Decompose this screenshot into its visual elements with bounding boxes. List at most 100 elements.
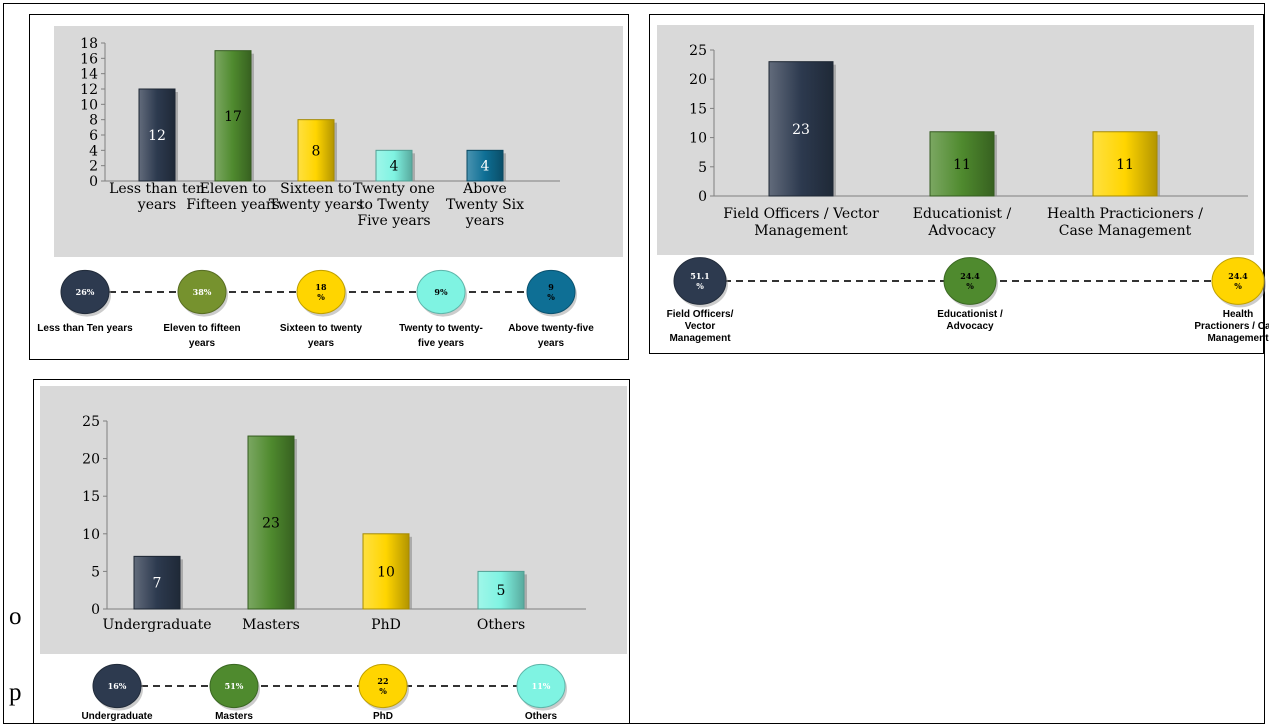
x-category-label: Less than ten years: [109, 181, 205, 213]
legend-label: Undergraduate: [81, 711, 153, 722]
x-category-label-line: Less than ten: [109, 181, 205, 197]
legend-label-line: Educationist /: [937, 309, 1003, 320]
y-tick-label: 25: [82, 414, 100, 430]
bar-data-label: 17: [224, 109, 242, 125]
legend-bubble-value: 11%: [532, 681, 551, 691]
legend-bubble-value-line: 16%: [108, 681, 127, 691]
x-category-label-line: Field Officers / Vector: [723, 206, 879, 222]
legend-label-line: Vector: [685, 321, 716, 332]
bar: [477, 570, 525, 610]
legend-bubble-value-line: 24.4: [1228, 271, 1248, 281]
stray-character-p: p: [9, 679, 22, 706]
legend-label-line: Above twenty-five: [508, 323, 594, 334]
y-tick-label: 18: [80, 36, 98, 52]
x-category-label: Sixteen to Twenty years: [269, 181, 364, 213]
legend-label-line: Practioners / Case: [1194, 321, 1269, 332]
bar: [375, 149, 413, 182]
bar-data-label: 23: [792, 122, 810, 138]
legend-bubble: [92, 663, 142, 709]
panel-experience-chart: 0 2 4 6 8 10 12 14 16 18 12 Less than ten years 17 Ele…: [29, 14, 629, 360]
bar: [929, 131, 995, 197]
x-category-label: Educationist / Advocacy: [913, 206, 1012, 239]
y-tick-label: 2: [89, 159, 98, 175]
legend-bubble: [296, 269, 346, 315]
y-tick-label: 6: [89, 128, 98, 144]
y-tick-label: 10: [689, 131, 707, 147]
x-category-label-line: Health Practicioners /: [1047, 206, 1203, 222]
legend-bubble-value: 16%: [108, 681, 127, 691]
bar-data-label: 5: [497, 583, 506, 599]
legend-label-line: years: [308, 338, 335, 349]
legend-bubble-value-line: 22: [377, 676, 388, 686]
legend-bubble-value: 22%: [377, 676, 388, 696]
legend-label: Masters: [215, 711, 253, 722]
legend-label-line: Undergraduate: [81, 711, 153, 722]
legend-label: Field Officers/Vector Management: [667, 309, 734, 344]
legend-label: PhD: [373, 711, 393, 722]
plot-area: [40, 386, 627, 654]
y-tick-label: 8: [89, 113, 98, 129]
stray-character-o: o: [9, 603, 22, 630]
legend-bubble-value-line: %: [547, 292, 555, 302]
x-category-label-line: Management: [754, 223, 848, 239]
legend-bubble-value-line: 38%: [193, 287, 212, 297]
bar-data-label: 12: [148, 128, 166, 144]
y-tick-label: 5: [91, 564, 100, 580]
legend-bubble-value: 51%: [225, 681, 244, 691]
bar: [297, 119, 335, 182]
x-category-label-line: Masters: [242, 617, 300, 633]
x-category-label-line: years: [465, 213, 504, 229]
x-category-label: Eleven to Fifteen years: [186, 181, 279, 213]
y-tick-label: 4: [89, 143, 98, 159]
legend-bubble-value-line: %: [696, 281, 704, 291]
legend-bubble-value-line: %: [966, 281, 974, 291]
legend-label: Educationist / Advocacy: [937, 309, 1003, 332]
y-tick-label: 14: [80, 67, 98, 83]
legend-bubble-value-line: %: [379, 686, 387, 696]
page-frame: [3, 3, 1265, 724]
x-category-label: Twenty one to Twenty Five years: [353, 181, 435, 229]
legend-bubble-value-line: 24.4: [960, 271, 980, 281]
x-category-label: PhD: [371, 617, 401, 633]
legend-bubble-value: 9%: [547, 282, 555, 302]
bar-data-label: 7: [153, 576, 162, 592]
x-category-label: Field Officers / Vector Management: [723, 206, 879, 239]
y-tick-label: 20: [689, 72, 707, 88]
legend-label-line: years: [189, 338, 216, 349]
legend-label-line: Twenty to twenty-: [399, 323, 483, 334]
legend-bubble-value: 9%: [434, 287, 448, 297]
legend-label: Eleven to fifteen years: [163, 323, 240, 349]
y-tick-label: 10: [82, 527, 100, 543]
y-tick-label: 15: [82, 489, 100, 505]
legend-bubble: [177, 269, 227, 315]
x-category-label-line: Twenty one: [353, 181, 435, 197]
legend-label: Twenty to twenty-five years: [399, 323, 483, 349]
bar: [768, 61, 834, 197]
x-category-label-line: Undergraduate: [103, 617, 212, 633]
legend-bubble-value: 24.4%: [1228, 271, 1248, 291]
x-category-label: Masters: [242, 617, 300, 633]
bar: [247, 435, 295, 610]
panel-education-chart: 0 5 10 15 20 25 7 Undergraduate 23 Masters 10 PhD 5 O…: [33, 379, 630, 724]
bar-data-label: 11: [1116, 157, 1134, 173]
legend-bubble-value: 24.4%: [960, 271, 980, 291]
x-category-label-line: Advocacy: [927, 223, 995, 239]
y-tick-label: 0: [91, 602, 100, 618]
bar-data-label: 11: [953, 157, 971, 173]
legend-label-line: Field Officers/: [667, 309, 734, 320]
legend-label-line: five years: [418, 338, 465, 349]
x-category-label-line: Sixteen to: [280, 181, 352, 197]
legend-bubble: [526, 269, 576, 315]
y-tick-label: 25: [689, 43, 707, 59]
legend-bubble: [1211, 257, 1265, 305]
x-category-label-line: Educationist /: [913, 206, 1012, 222]
legend-bubble-value-line: 26%: [76, 287, 95, 297]
legend-label-line: years: [538, 338, 565, 349]
legend-label-line: Eleven to fifteen: [163, 323, 240, 334]
bar-data-label: 8: [312, 143, 321, 159]
x-category-label-line: Others: [477, 617, 525, 633]
bar-data-label: 4: [481, 159, 490, 175]
